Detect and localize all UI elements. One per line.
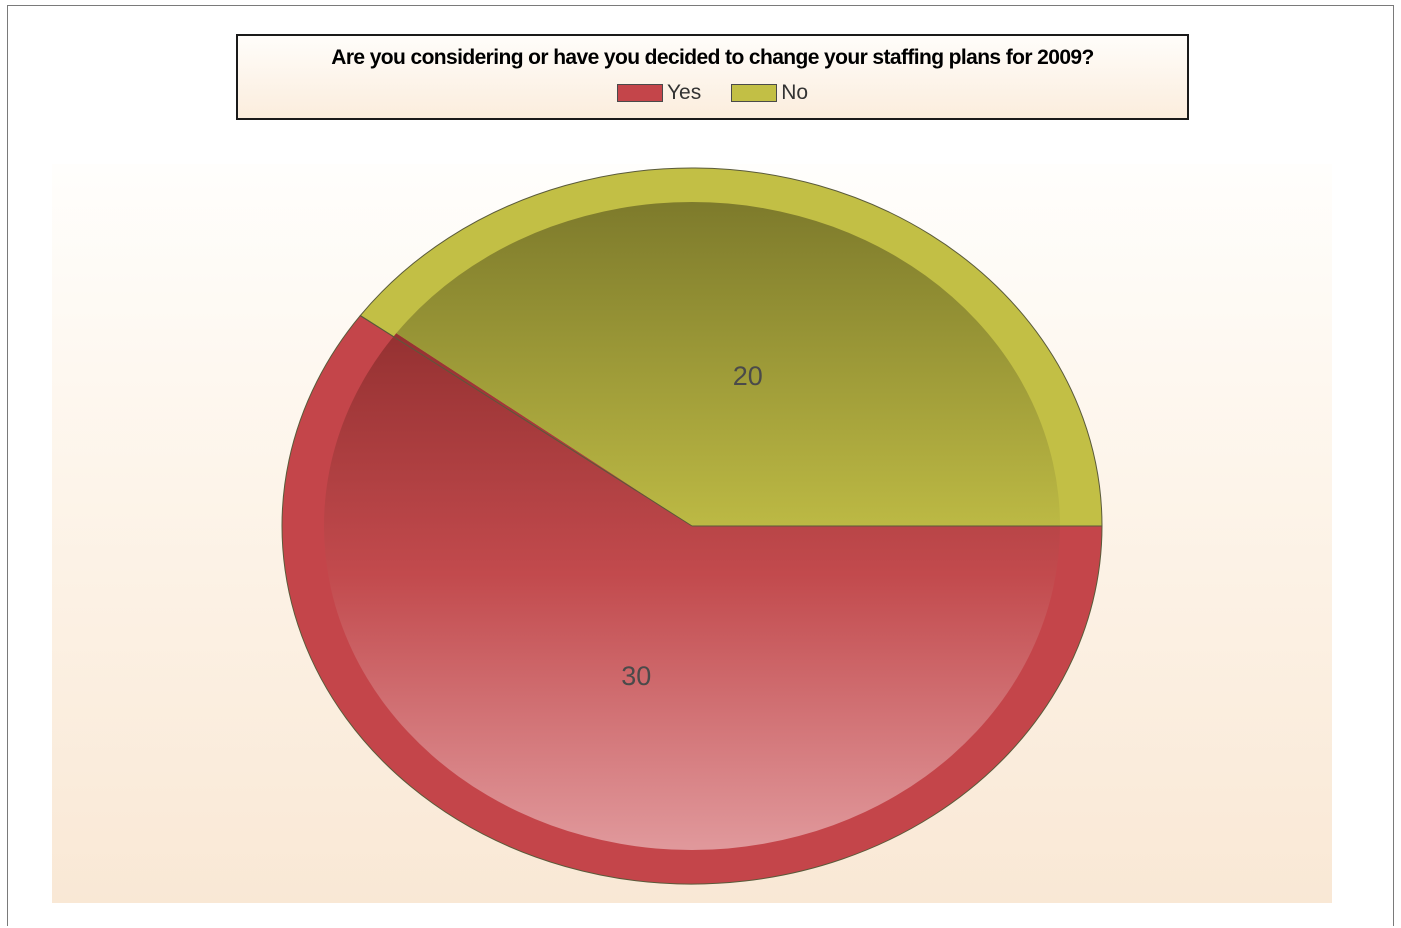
legend-box: Are you considering or have you decided …	[236, 34, 1189, 120]
pie-slice-shade-yes	[324, 300, 1060, 850]
legend-item-yes: Yes	[616, 81, 702, 104]
legend-swatch-yes	[616, 84, 663, 102]
legend-entries: Yes No	[238, 82, 1187, 104]
legend-item-no: No	[731, 82, 808, 104]
slice-divider-1	[360, 315, 693, 527]
chart-title: Are you considering or have you decided …	[331, 46, 1094, 69]
data-label-yes: 30	[621, 661, 651, 691]
data-label-no: 20	[733, 361, 763, 391]
legend-label-no: No	[781, 81, 809, 104]
legend-swatch-no	[731, 84, 778, 102]
legend-label-yes: Yes	[666, 81, 702, 104]
